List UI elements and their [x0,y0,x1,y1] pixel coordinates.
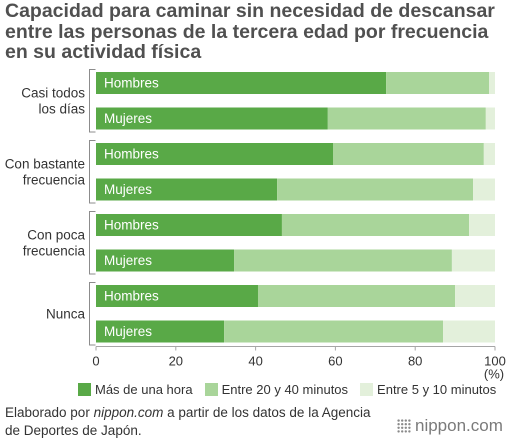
group-label: los días [38,101,85,116]
bar-label: Hombres [104,147,159,162]
bar-segment [96,285,258,307]
bar-segment [96,249,235,272]
legend-swatch [204,382,218,396]
legend-item: Entre 5 y 10 minutos [360,382,496,397]
bar-segment [489,72,495,94]
legend-label: Entre 5 y 10 minutos [377,381,497,397]
source-site: nippon.com [93,405,164,420]
bar-segment [277,178,474,201]
x-axis-unit: (%) [484,367,504,382]
source-note-line-2: de Deportes de Japón. [5,422,142,438]
bar-label: Hombres [104,218,159,233]
x-axis: 0 20 40 60 80 100(%) [92,346,506,382]
bar-label: Mujeres [104,253,152,268]
bar-segment [96,72,387,94]
source-note: Elaborado por nippon.com a partir de los… [5,404,371,439]
group-label: frecuencia [23,172,86,187]
bar-segment [96,143,334,165]
group-bracket [89,282,96,346]
x-tick-label: 0 [92,354,99,369]
bar-segment [473,178,495,201]
chart-title: Capacidad para caminar sin necesidad de … [5,0,495,63]
legend-item: Más de una hora [78,382,193,397]
bar-segment [327,107,486,130]
bar-segment [483,143,495,165]
group-label: Con bastante [5,156,85,171]
source-note-line-1: Elaborado por nippon.com a partir de los… [5,404,371,422]
group-bracket [89,140,96,204]
x-tick-label: 20 [169,354,183,369]
group-bracket [89,69,96,133]
source-suffix: a partir de los datos de la Agencia [163,405,371,420]
x-tick-label: 80 [408,354,422,369]
bar-segment [455,285,495,307]
chart-legend: Más de una hora Entre 20 y 40 minutos Entr… [78,381,496,397]
source-prefix: Elaborado por [5,405,94,420]
legend-swatch [360,382,374,396]
group-bracket [89,211,96,275]
bar-segment [96,320,225,343]
legend-label: Más de una hora [95,381,193,397]
nippon-logo: nippon.com [397,416,503,436]
bar-segment [333,143,484,165]
group-label: Nunca [46,306,86,321]
bar-label: Hombres [104,289,159,304]
bar-segment [257,285,456,307]
dot-grid-logo-icon [397,419,411,433]
bar-group: Nunca Hombres Mujeres [46,282,495,346]
group-label: frecuencia [23,243,86,258]
bar-segment [96,107,328,130]
bar-segment [469,214,495,236]
legend-label: Entre 20 y 40 minutos [221,381,349,397]
bar-segment [485,107,495,130]
x-tick-label: 60 [328,354,342,369]
bar-label: Hombres [104,76,159,91]
bar-segment [96,178,278,201]
group-label: Casi todos [21,85,85,100]
bar-segment [386,72,490,94]
bar-label: Mujeres [104,324,152,339]
bar-segment [224,320,444,343]
group-label: Con poca [27,227,85,242]
bar-segment [443,320,495,343]
x-tick-label: 40 [248,354,262,369]
bar-segment [281,214,470,236]
bar-label: Mujeres [104,182,152,197]
legend-item: Entre 20 y 40 minutos [204,381,349,397]
bar-segment [234,249,452,272]
x-tick-label: 100 [484,354,506,369]
logo-text: nippon.com [415,416,503,435]
bar-segment [451,249,495,272]
bar-label: Mujeres [104,111,152,126]
legend-swatch [78,382,91,396]
bar-segment [96,214,282,236]
